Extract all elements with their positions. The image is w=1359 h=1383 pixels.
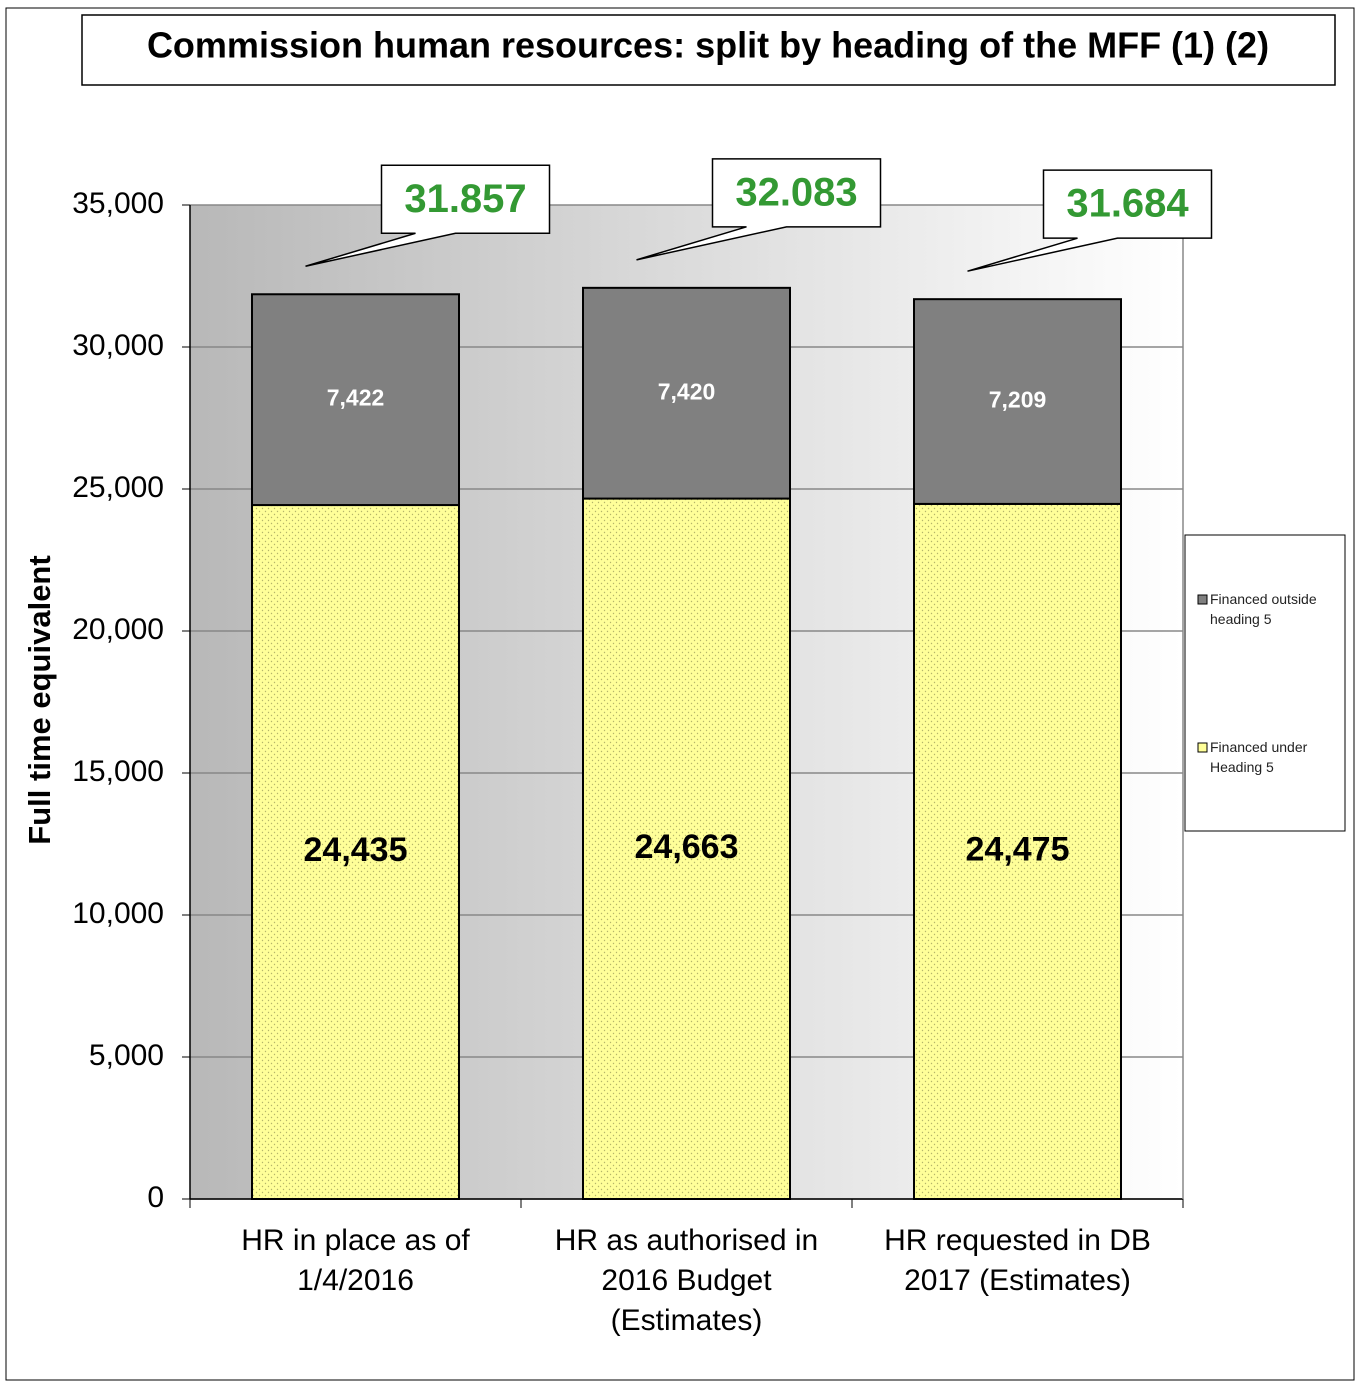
frame [5, 7, 1355, 1381]
x-tick-label: HR in place as of 1/4/2016 [241, 1224, 470, 1297]
bar-segment [582, 286, 791, 500]
x-tick-label: HR requested in DB 2017 (Estimates) [884, 1224, 1151, 1297]
y-tick-label: 20,000 [72, 613, 164, 646]
bar-segment [913, 502, 1122, 1201]
y-tick-label: 30,000 [72, 329, 164, 362]
x-tick-label: HR as authorised in 2016 Budget (Estimat… [554, 1224, 819, 1337]
bar-segment [913, 298, 1122, 505]
callout [305, 164, 551, 267]
total-label: 31.857 [404, 177, 526, 221]
value-label: 7,209 [989, 387, 1047, 413]
callout [636, 158, 882, 261]
total-label: 32.083 [735, 170, 857, 214]
y-tick-label: 25,000 [72, 471, 164, 504]
legend-label: Financed outside heading 5 [1210, 591, 1317, 627]
legend-swatch [1197, 742, 1208, 753]
title-box [81, 14, 1336, 86]
legend-box [1184, 534, 1346, 832]
value-label: 24,663 [635, 828, 739, 866]
y-tick-label: 0 [147, 1181, 164, 1214]
bar-segment [251, 293, 460, 507]
value-label: 7,422 [327, 385, 385, 411]
y-tick-label: 15,000 [72, 755, 164, 788]
value-label: 24,435 [304, 831, 408, 869]
value-label: 7,420 [658, 378, 716, 404]
y-tick-label: 10,000 [72, 897, 164, 930]
bar-segment [582, 497, 791, 1200]
total-label: 31.684 [1066, 182, 1189, 226]
y-axis-label: Full time equivalent [22, 555, 57, 844]
bar-segment [251, 504, 460, 1200]
chart-title: Commission human resources: split by hea… [147, 25, 1269, 66]
y-tick-label: 5,000 [89, 1039, 164, 1072]
callout [967, 169, 1213, 272]
legend-label: Financed under Heading 5 [1210, 739, 1308, 775]
legend-swatch [1197, 594, 1208, 605]
value-label: 24,475 [966, 830, 1070, 868]
y-tick-label: 35,000 [72, 187, 164, 220]
